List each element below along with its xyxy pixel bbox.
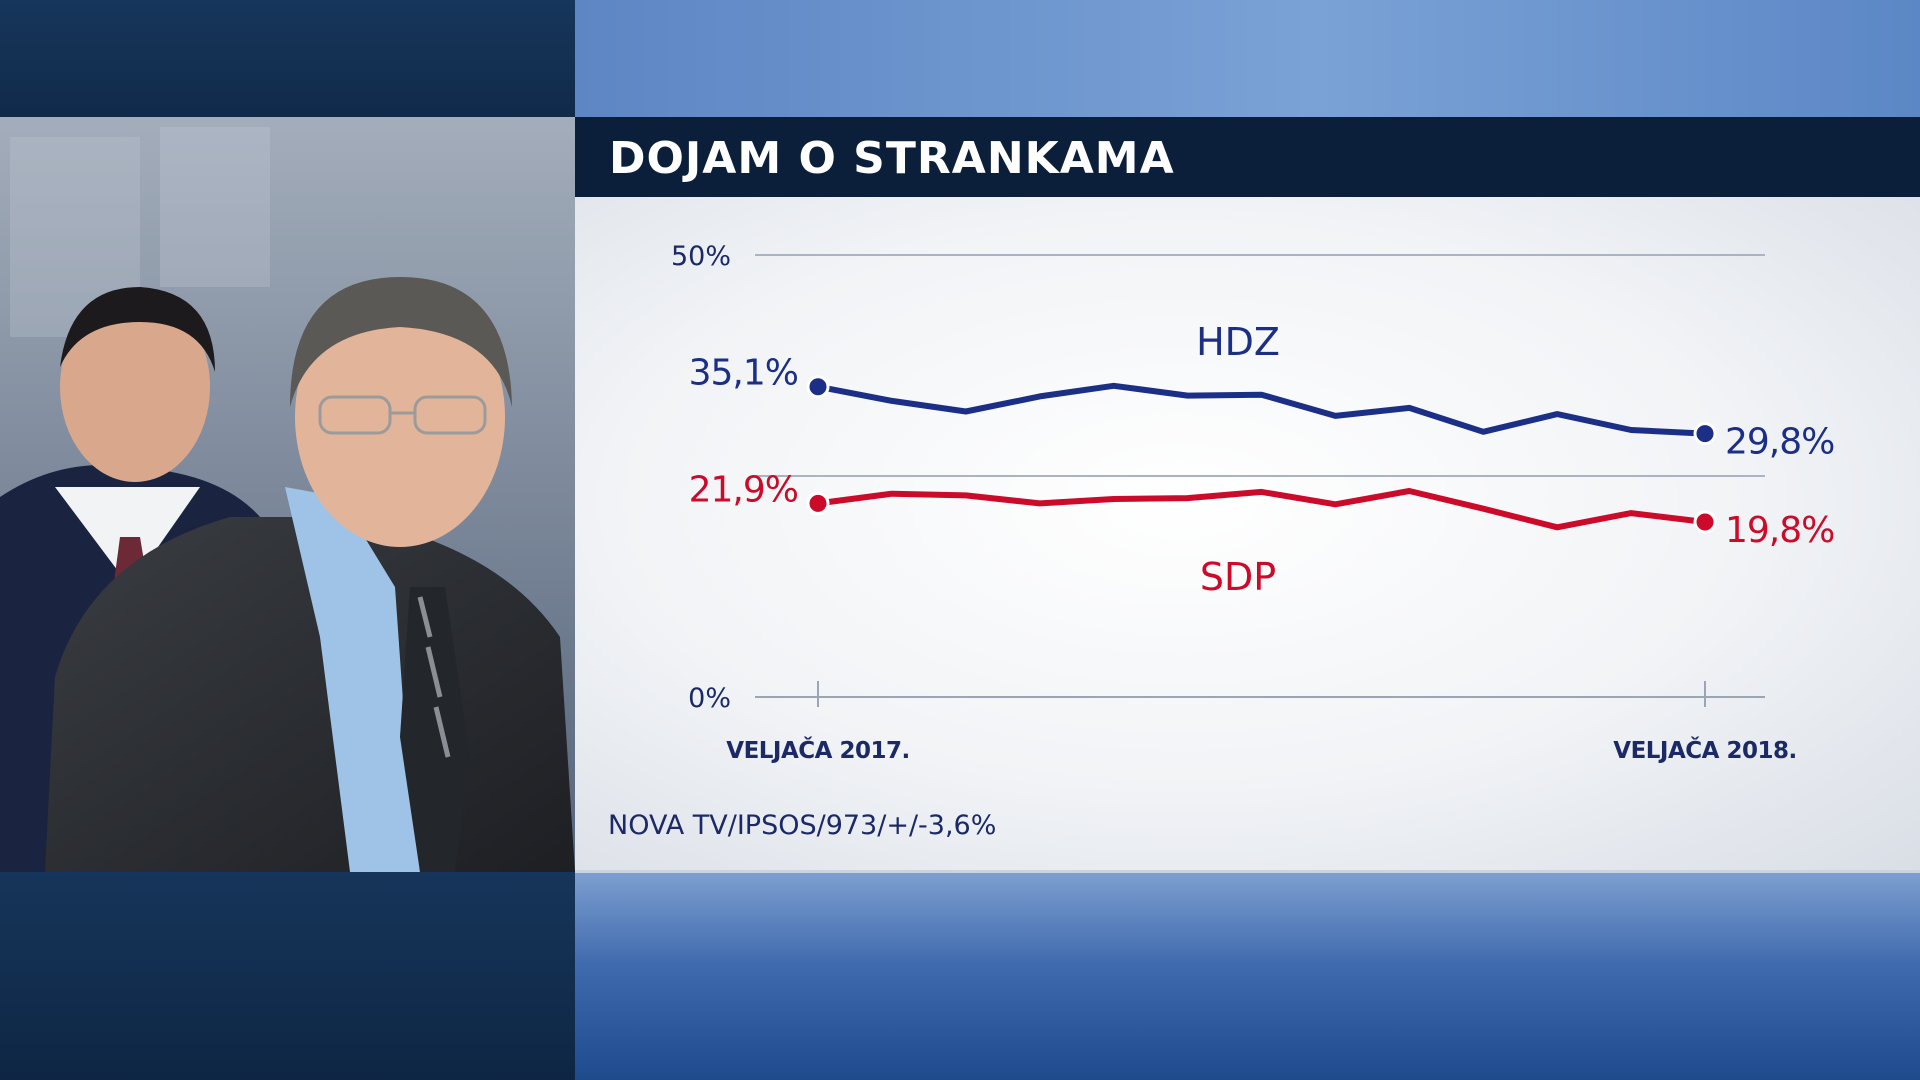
- y-tick-label-1: 0%: [688, 683, 731, 714]
- title-bar: DOJAM O STRANKAMA: [575, 117, 1920, 197]
- point-end-hdz: [1693, 422, 1717, 446]
- series-line-sdp: [815, 488, 1708, 531]
- x-tick-label-1: VELJAČA 2018.: [1613, 736, 1796, 764]
- start-label-hdz: 35,1%: [689, 353, 798, 394]
- chart-title: DOJAM O STRANKAMA: [609, 133, 1175, 184]
- right-top-band: [575, 0, 1920, 117]
- politicians-photo: [0, 117, 575, 872]
- end-label-sdp: 19,8%: [1725, 510, 1834, 551]
- end-label-hdz: 29,8%: [1725, 422, 1834, 463]
- point-start-sdp: [806, 491, 830, 515]
- left-top-band: [0, 0, 575, 117]
- source-note: NOVA TV/IPSOS/973/+/-3,6%: [608, 810, 997, 841]
- point-start-hdz: [806, 375, 830, 399]
- start-label-sdp: 21,9%: [689, 469, 798, 510]
- series-name-hdz: HDZ: [1196, 320, 1280, 364]
- y-tick-label-0: 50%: [671, 241, 731, 272]
- photo-illustration: [0, 117, 575, 872]
- series-name-sdp: SDP: [1200, 555, 1276, 599]
- chart-panel: [575, 197, 1920, 872]
- panel-bottom-edge: [575, 870, 1920, 873]
- series-line-hdz: [815, 382, 1708, 437]
- x-tick-label-0: VELJAČA 2017.: [726, 736, 909, 764]
- point-end-sdp: [1693, 510, 1717, 534]
- right-bottom-band: [575, 872, 1920, 1080]
- left-bottom-band: [0, 872, 575, 1080]
